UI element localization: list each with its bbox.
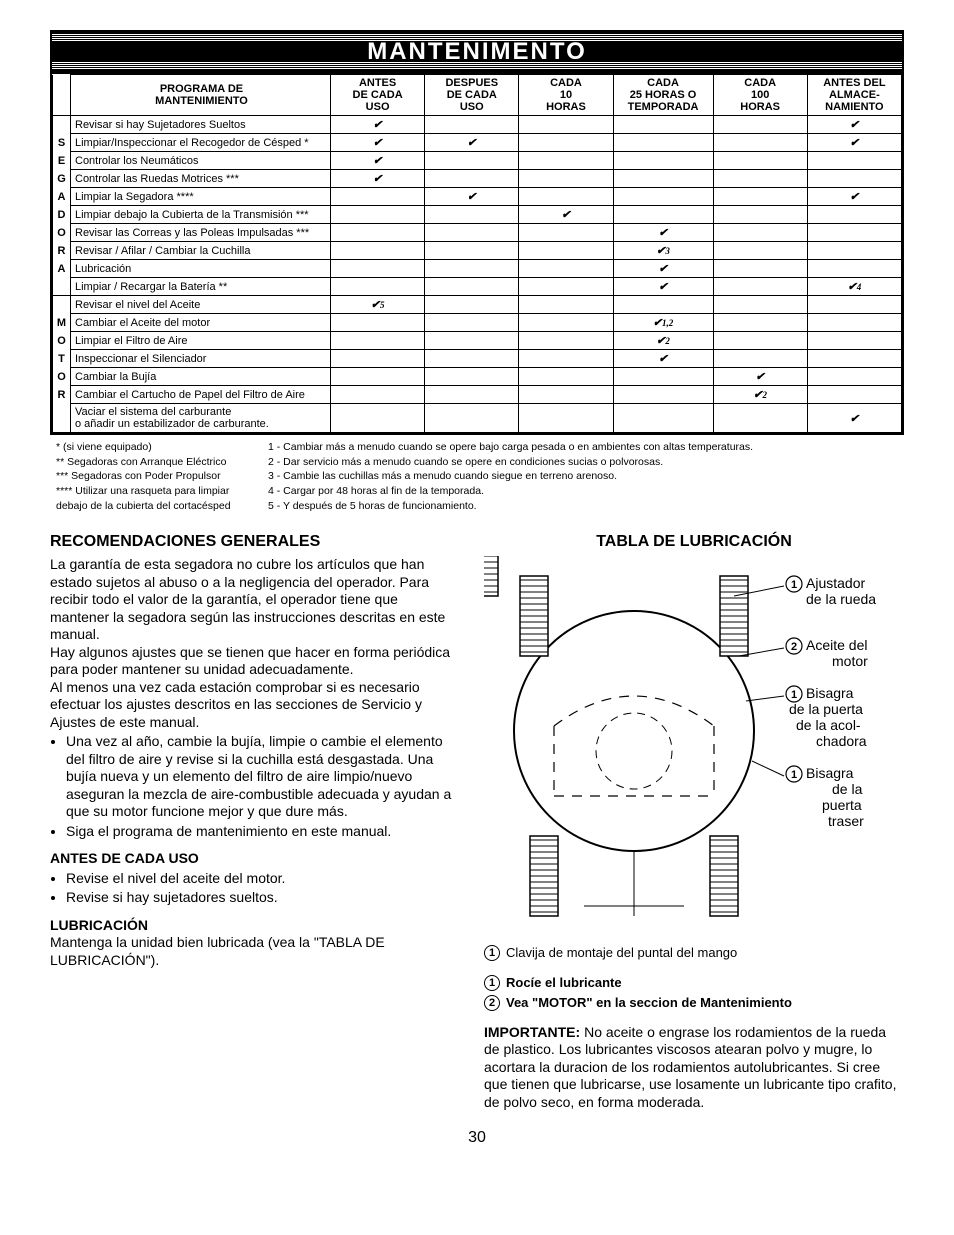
- page-number: 30: [50, 1129, 904, 1147]
- row-label: Limpiar debajo la Cubierta de la Transmi…: [71, 206, 331, 224]
- svg-text:de la acol-: de la acol-: [796, 717, 861, 733]
- antes-li2: Revise si hay sujetadores sueltos.: [66, 889, 460, 907]
- svg-text:chadora: chadora: [816, 733, 867, 749]
- svg-text:traser: traser: [828, 813, 864, 829]
- lub-p: Mantenga la unidad bien lubricada (vea l…: [50, 934, 460, 969]
- header-title: MANTENIMENTO: [52, 38, 902, 66]
- maintenance-table-wrap: PROGRAMA DE MANTENIMIENTO ANTESDE CADAUS…: [50, 74, 904, 435]
- circ-2-icon: 2: [484, 995, 500, 1011]
- row-label: Inspeccionar el Silenciador: [71, 350, 331, 368]
- row-label: Limpiar el Filtro de Aire: [71, 332, 331, 350]
- svg-text:de la rueda: de la rueda: [806, 591, 876, 607]
- row-label: Vaciar el sistema del carburanteo añadir…: [71, 404, 331, 433]
- footnotes: * (si viene equipado)1 - Cambiar más a m…: [50, 439, 904, 514]
- row-label: Revisar si hay Sujetadores Sueltos: [71, 116, 331, 134]
- row-label: Cambiar la Bujía: [71, 368, 331, 386]
- p-general-1: La garantía de esta segadora no cubre lo…: [50, 556, 460, 644]
- right-column: TABLA DE LUBRICACIÓN: [484, 532, 904, 1111]
- row-label: Limpiar / Recargar la Batería **: [71, 278, 331, 296]
- li-2: Siga el programa de mantenimiento en est…: [66, 823, 460, 841]
- svg-text:1: 1: [791, 579, 797, 591]
- svg-text:Aceite del: Aceite del: [806, 637, 867, 653]
- svg-text:2: 2: [791, 641, 797, 653]
- row-label: Limpiar la Segadora ****: [71, 188, 331, 206]
- circ-1-icon: 1: [484, 945, 500, 961]
- col-h4: CADA100HORAS: [713, 75, 807, 116]
- row-label: Controlar las Ruedas Motrices ***: [71, 170, 331, 188]
- table-title-2: MANTENIMIENTO: [155, 95, 248, 107]
- svg-text:motor: motor: [832, 653, 868, 669]
- h-general: RECOMENDACIONES GENERALES: [50, 532, 460, 552]
- circ-1-icon: 1: [484, 975, 500, 991]
- svg-text:Bisagra: Bisagra: [806, 685, 854, 701]
- h-tabla: TABLA DE LUBRICACIÓN: [484, 532, 904, 552]
- row-label: Lubricación: [71, 260, 331, 278]
- maintenance-table: PROGRAMA DE MANTENIMIENTO ANTESDE CADAUS…: [52, 74, 902, 433]
- p-general-2: Hay algunos ajustes que se tienen que ha…: [50, 644, 460, 679]
- col-h5: ANTES DELALMACE-NAMIENTO: [807, 75, 901, 116]
- legend-2: Vea "MOTOR" en la seccion de Mantenimien…: [506, 995, 792, 1011]
- col-h0: ANTESDE CADAUSO: [331, 75, 425, 116]
- h-antes: ANTES DE CADA USO: [50, 850, 460, 868]
- col-h2: CADA10HORAS: [519, 75, 613, 116]
- row-label: Controlar los Neumáticos: [71, 152, 331, 170]
- svg-text:de la puerta: de la puerta: [789, 701, 863, 717]
- row-label: Cambiar el Aceite del motor: [71, 314, 331, 332]
- legend-1: Rocíe el lubricante: [506, 975, 622, 991]
- antes-li1: Revise el nivel del aceite del motor.: [66, 870, 460, 888]
- row-label: Limpiar/Inspeccionar el Recogedor de Cés…: [71, 134, 331, 152]
- svg-text:Bisagra: Bisagra: [806, 765, 854, 781]
- important-label: IMPORTANTE:: [484, 1024, 580, 1040]
- diagram-caption: Clavija de montaje del puntal del mango: [506, 945, 737, 961]
- lubrication-diagram: 1 2 1 1 Ajustador de la rueda Aceite del…: [484, 556, 904, 946]
- svg-text:Ajustador: Ajustador: [806, 575, 865, 591]
- section-header: MANTENIMENTO: [50, 30, 904, 74]
- h-lub: LUBRICACIÓN: [50, 917, 460, 935]
- left-column: RECOMENDACIONES GENERALES La garantía de…: [50, 532, 460, 1111]
- svg-text:de la: de la: [832, 781, 863, 797]
- row-label: Revisar / Afilar / Cambiar la Cuchilla: [71, 242, 331, 260]
- svg-text:puerta: puerta: [822, 797, 862, 813]
- col-h3: CADA25 HORAS OTEMPORADA: [613, 75, 713, 116]
- table-title-1: PROGRAMA DE: [160, 83, 243, 95]
- row-label: Cambiar el Cartucho de Papel del Filtro …: [71, 386, 331, 404]
- p-general-3: Al menos una vez cada estación comprobar…: [50, 679, 460, 732]
- svg-text:1: 1: [791, 769, 797, 781]
- svg-text:1: 1: [791, 689, 797, 701]
- li-1: Una vez al año, cambie la bujía, limpie …: [66, 733, 460, 821]
- row-label: Revisar las Correas y las Poleas Impulsa…: [71, 224, 331, 242]
- col-h1: DESPUESDE CADAUSO: [425, 75, 519, 116]
- row-label: Revisar el nivel del Aceite: [71, 296, 331, 314]
